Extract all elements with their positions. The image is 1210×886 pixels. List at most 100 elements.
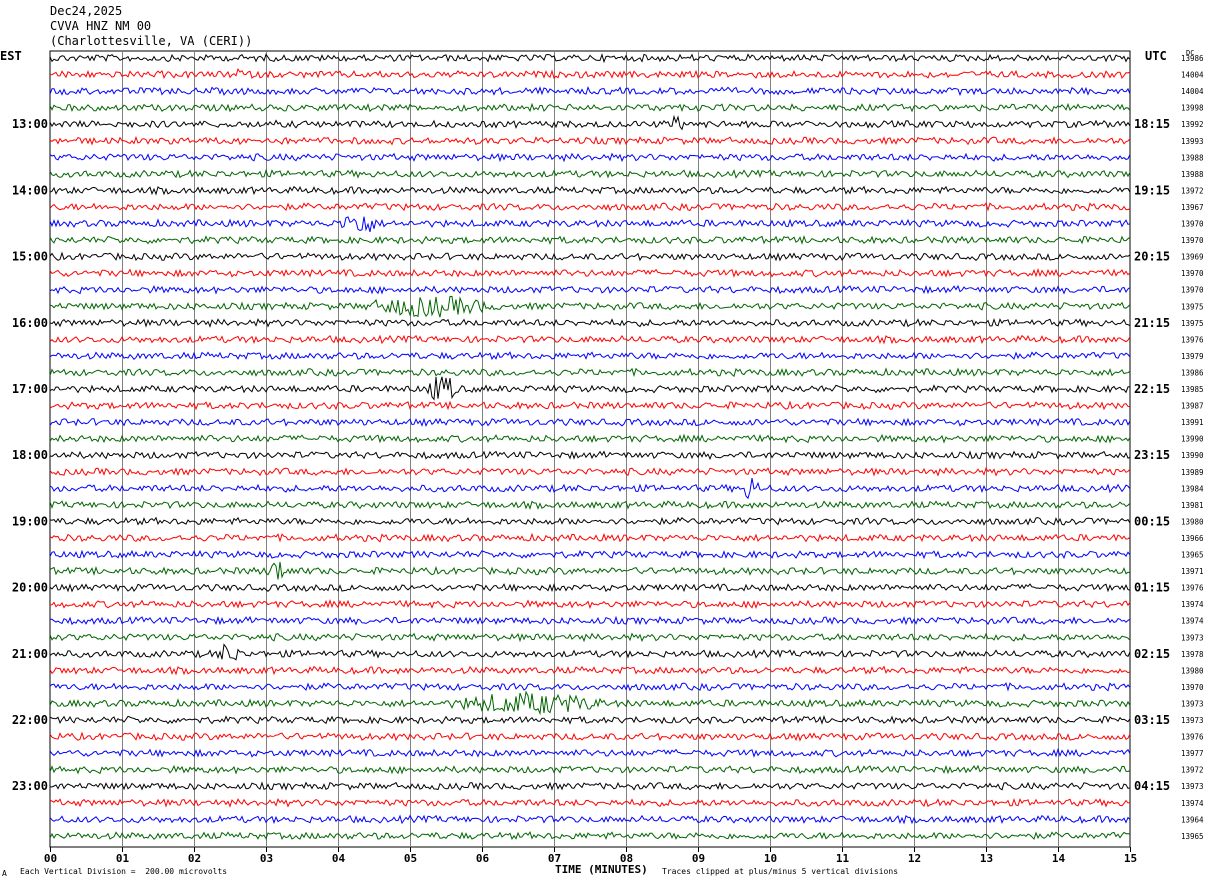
trace-row: [49, 152, 1131, 163]
utc-hour-label: 00:15: [1134, 514, 1170, 528]
dc-offset-label: 13980: [1181, 517, 1204, 526]
x-tick-label: 10: [764, 852, 777, 865]
dc-offset-label: 13976: [1181, 335, 1204, 344]
dc-offset-label: 13986: [1181, 368, 1204, 377]
trace-row: [49, 632, 1131, 643]
dc-offset-label: 13967: [1181, 203, 1204, 212]
dc-offset-label: 13970: [1181, 220, 1204, 229]
trace-row: [49, 185, 1131, 196]
dc-offset-label: 13992: [1181, 120, 1204, 129]
dc-offset-label: 13971: [1181, 567, 1204, 576]
trace-row: [49, 351, 1131, 361]
trace-row: [49, 561, 1131, 580]
trace-row: [49, 400, 1131, 411]
trace-row: [49, 169, 1131, 179]
dc-label: DC: [1186, 49, 1195, 57]
est-hour-label: 20:00: [12, 581, 48, 595]
dc-offset-label: 13973: [1181, 699, 1204, 708]
trace-row: [49, 114, 1131, 131]
trace-row: [49, 615, 1131, 626]
est-hour-label: 19:00: [12, 514, 48, 528]
dc-offset-label: 13985: [1181, 385, 1204, 394]
trace-row: [49, 549, 1131, 560]
est-hour-label: 21:00: [12, 647, 48, 661]
utc-hour-label: 20:15: [1134, 250, 1170, 264]
dc-offset-label: 13976: [1181, 733, 1204, 742]
trace-row: [49, 202, 1131, 212]
dc-offset-label: 13978: [1181, 650, 1204, 659]
utc-hour-label: 04:15: [1134, 779, 1170, 793]
x-tick-label: 07: [548, 852, 561, 865]
dc-offset-label: 13972: [1181, 766, 1204, 775]
utc-hour-label: 18:15: [1134, 117, 1170, 131]
trace-row: [49, 500, 1131, 511]
trace-row: [49, 690, 1131, 716]
trace-row: [49, 598, 1131, 610]
trace-row: [49, 450, 1131, 461]
trace-row: [49, 781, 1131, 791]
x-tick-label: 05: [404, 852, 417, 865]
dc-offset-label: 13970: [1181, 269, 1204, 278]
right-timezone-label: UTC: [1145, 49, 1167, 63]
dc-offset-label: 13977: [1181, 749, 1204, 758]
trace-row: [49, 643, 1131, 661]
trace-row: [49, 433, 1131, 444]
dc-offset-label: 13986: [1181, 54, 1204, 63]
trace-row: [49, 516, 1131, 526]
x-tick-label: 13: [980, 852, 993, 865]
x-tick-label: 06: [476, 852, 490, 865]
utc-hour-label: 19:15: [1134, 183, 1170, 197]
dc-offset-label: 13976: [1181, 584, 1204, 593]
header-date: Dec24,2025: [50, 4, 123, 18]
trace-row: [49, 235, 1131, 245]
dc-offset-label: 13998: [1181, 104, 1204, 113]
trace-row: [49, 797, 1131, 808]
dc-offset-label: 13970: [1181, 286, 1204, 295]
x-tick-label: 04: [332, 852, 346, 865]
trace-row: [49, 102, 1131, 113]
x-tick-label: 08: [620, 852, 633, 865]
x-tick-label: 09: [692, 852, 705, 865]
trace-row: [49, 376, 1131, 401]
trace-row: [49, 665, 1131, 676]
est-hour-label: 16:00: [12, 316, 48, 330]
est-hour-label: 17:00: [12, 382, 48, 396]
dc-offset-label: 13973: [1181, 633, 1204, 642]
dc-offset-label: 13970: [1181, 683, 1204, 692]
utc-hour-label: 21:15: [1134, 316, 1170, 330]
utc-hour-label: 23:15: [1134, 448, 1170, 462]
dc-offset-label: 13973: [1181, 716, 1204, 725]
trace-row: [49, 251, 1131, 262]
dc-offset-label: 13974: [1181, 600, 1204, 609]
utc-hour-label: 22:15: [1134, 382, 1170, 396]
x-tick-label: 11: [836, 852, 850, 865]
dc-offset-label: 13990: [1181, 435, 1204, 444]
trace-row: [49, 764, 1131, 775]
dc-offset-label: 13993: [1181, 137, 1204, 146]
x-tick-label: 00: [44, 852, 57, 865]
trace-row: [49, 830, 1131, 841]
trace-row: [49, 267, 1131, 278]
x-axis-label: TIME (MINUTES): [555, 863, 648, 876]
dc-offset-label: 13973: [1181, 782, 1204, 791]
est-hour-label: 13:00: [12, 117, 48, 131]
scale-marker: A: [2, 869, 7, 878]
dc-offset-label: 13981: [1181, 501, 1204, 510]
dc-offset-label: 13970: [1181, 236, 1204, 245]
x-tick-label: 02: [188, 852, 201, 865]
dc-offset-label: 13991: [1181, 418, 1204, 427]
dc-offset-label: 13988: [1181, 153, 1204, 162]
dc-offset-label: 13987: [1181, 402, 1204, 411]
est-hour-label: 23:00: [12, 779, 48, 793]
trace-row: [49, 135, 1131, 146]
x-tick-label: 12: [908, 852, 921, 865]
trace-row: [49, 85, 1131, 97]
dc-offset-label: 13990: [1181, 451, 1204, 460]
trace-row: [49, 747, 1131, 758]
dc-offset-label: 13964: [1181, 815, 1204, 824]
trace-row: [49, 53, 1131, 64]
dc-offset-label: 13975: [1181, 319, 1204, 328]
trace-row: [49, 814, 1131, 825]
utc-hour-label: 01:15: [1134, 581, 1170, 595]
dc-offset-label: 13966: [1181, 534, 1204, 543]
